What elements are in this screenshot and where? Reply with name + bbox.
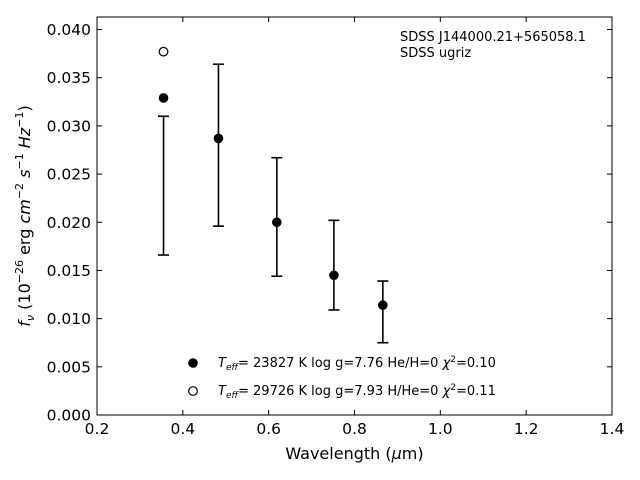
filled-model-point: [329, 270, 339, 281]
y-tick-label: 0.020: [47, 214, 91, 232]
legend-marker-filled: [188, 358, 198, 368]
y-tick-label: 0.025: [47, 166, 91, 184]
axis-ticks: [96, 17, 613, 416]
object-name-annotation: SDSS J144000.21+565058.1: [400, 30, 586, 45]
x-tick-label: 1.2: [514, 420, 539, 438]
y-tick-label: 0.010: [47, 310, 91, 328]
filled-model-point: [213, 133, 224, 144]
open-model-point: [158, 46, 169, 57]
tick-labels: 0.2 0.4 0.6 0.8 1.0 1.2 1.4 0.000 0.005 0.010 0.01…: [47, 21, 625, 438]
x-tick-label: 0.8: [342, 420, 367, 438]
filled-model-point: [158, 93, 169, 103]
legend: Teff= 23827 K log g=7.76 He/H=0 χ2=0.10 …: [188, 355, 496, 401]
x-tick-label: 1.0: [428, 420, 453, 438]
x-tick-label: 0.4: [171, 420, 196, 438]
x-tick-label: 0.2: [85, 420, 110, 438]
legend-label-1: Teff= 23827 K log g=7.76 He/H=0 χ2=0.10: [218, 355, 496, 373]
y-tick-label: 0.035: [47, 69, 91, 87]
filled-model-point: [272, 217, 282, 228]
legend-label-2: Teff= 29726 K log g=7.93 H/He=0 χ2=0.11: [218, 383, 496, 401]
x-tick-label: 0.6: [256, 420, 281, 438]
x-axis-title: Wavelength (μm): [285, 444, 423, 463]
y-tick-label: 0.015: [47, 262, 91, 280]
legend-marker-open: [188, 386, 198, 396]
y-axis-title-group: fν (10−26 erg cm−2 s−1 Hz−1): [13, 105, 37, 326]
error-bars: [158, 63, 389, 344]
y-axis-title: fν (10−26 erg cm−2 s−1 Hz−1): [13, 105, 37, 326]
y-tick-label: 0.000: [47, 407, 91, 425]
y-tick-label: 0.005: [47, 358, 91, 376]
filled-model-point: [378, 300, 388, 310]
y-tick-label: 0.030: [47, 117, 91, 135]
x-tick-label: 1.4: [600, 420, 625, 438]
y-tick-label: 0.040: [47, 21, 91, 39]
photometry-annotation: SDSS ugriz: [400, 46, 471, 61]
data-points: [158, 46, 388, 310]
